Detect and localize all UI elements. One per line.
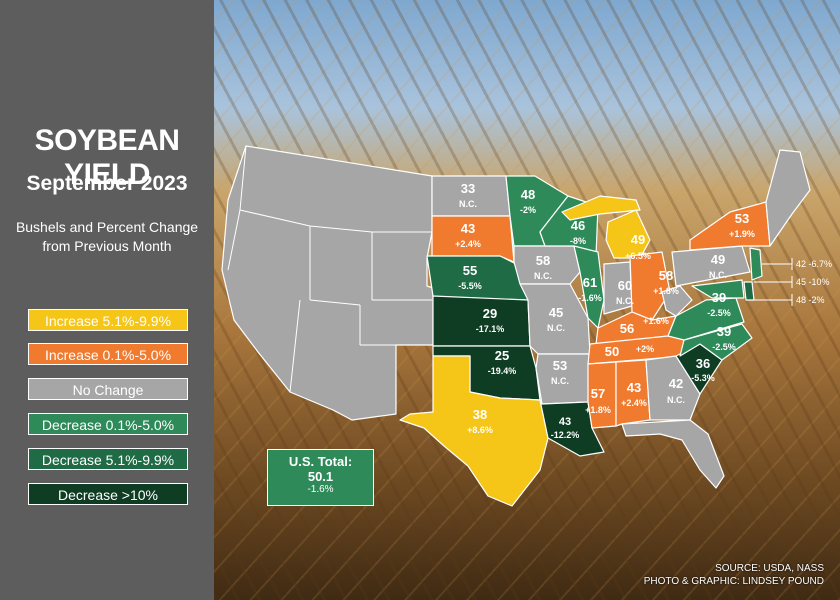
ar-value: 53 xyxy=(553,358,567,373)
legend-increase-low: Increase 0.1%-5.0% xyxy=(28,343,188,365)
credit-line: PHOTO & GRAPHIC: LINDSEY POUND xyxy=(643,576,824,587)
mo-value: 45 xyxy=(549,305,563,320)
va-change: -2.5% xyxy=(707,308,731,318)
ky-value: 56 xyxy=(620,321,634,336)
legend-decrease-low: Decrease 0.1%-5.0% xyxy=(28,413,188,435)
tx-value: 38 xyxy=(473,407,487,422)
description-line-1: Bushels and Percent Change xyxy=(15,219,199,235)
oh-change: +1.8% xyxy=(653,286,679,296)
legend-decrease-high: Decrease >10% xyxy=(28,483,188,505)
nc-change: -2.5% xyxy=(712,342,736,352)
source-credit: SOURCE: USDA, NASS PHOTO & GRAPHIC: LIND… xyxy=(644,562,824,588)
state-de xyxy=(743,281,755,301)
state-wv xyxy=(661,285,693,317)
ok-value: 25 xyxy=(495,348,509,363)
legend-decrease-mid: Decrease 5.1%-9.9% xyxy=(28,448,188,470)
callout-de: 45 -10% xyxy=(796,277,830,287)
ia-change: N.C. xyxy=(534,271,552,281)
sc-change: -5.3% xyxy=(691,373,715,383)
callout-md: 48 -2% xyxy=(796,295,825,305)
la-change: -12.2% xyxy=(551,430,580,440)
state-borders-west xyxy=(227,145,432,393)
callout-nj: 42 -6.7% xyxy=(796,259,832,269)
state-ms xyxy=(587,361,617,429)
nd-change: N.C. xyxy=(459,199,477,209)
sd-value: 43 xyxy=(461,221,475,236)
ar-change: N.C. xyxy=(551,376,569,386)
in-change: N.C. xyxy=(616,296,634,306)
us-total-value: 50.1 xyxy=(307,469,334,484)
state-ga xyxy=(645,355,701,421)
us-total-change: -1.6% xyxy=(307,484,334,495)
mi-value: 49 xyxy=(631,232,645,247)
state-new-england xyxy=(765,149,811,247)
mi-change: +6.5% xyxy=(625,251,651,261)
source-line: SOURCE: USDA, NASS xyxy=(715,563,824,574)
state-md xyxy=(691,279,745,299)
ga-change: N.C. xyxy=(667,395,685,405)
map-title: SOYBEAN YIELD xyxy=(34,124,180,191)
va-value: 39 xyxy=(712,290,726,305)
tn-change: +2% xyxy=(636,344,654,354)
wi-value: 46 xyxy=(571,218,585,233)
state-ks xyxy=(432,295,531,347)
sc-value: 36 xyxy=(696,356,710,371)
state-ny xyxy=(689,201,771,251)
map-description: Bushels and Percent Change from Previous… xyxy=(0,218,214,256)
tx-change: +8.6% xyxy=(467,425,493,435)
state-tx xyxy=(399,355,549,507)
mo-change: N.C. xyxy=(547,323,565,333)
oh-value: 58 xyxy=(659,268,673,283)
pa-change: N.C. xyxy=(709,270,727,280)
pa-value: 49 xyxy=(711,252,725,267)
ne-change: -5.5% xyxy=(458,281,482,291)
nc-value: 39 xyxy=(717,324,731,339)
il-change: -1.6% xyxy=(578,293,602,303)
state-fl xyxy=(621,419,725,489)
il-value: 61 xyxy=(583,275,597,290)
ne-value: 55 xyxy=(463,263,477,278)
state-west-region xyxy=(221,145,434,421)
al-change: +2.4% xyxy=(621,398,647,408)
state-mi-upper xyxy=(561,195,641,221)
tn-value: 50 xyxy=(605,344,619,359)
ks-value: 29 xyxy=(483,306,497,321)
state-va xyxy=(667,297,745,341)
wi-change: -8% xyxy=(570,236,586,246)
state-nc xyxy=(679,323,753,361)
state-oh xyxy=(629,251,671,321)
ny-change: +1.9% xyxy=(729,229,755,239)
ms-change: +1.8% xyxy=(585,405,611,415)
ok-change: -19.4% xyxy=(488,366,517,376)
ga-value: 42 xyxy=(669,376,683,391)
state-nj xyxy=(749,247,763,281)
la-value: 43 xyxy=(559,416,571,428)
us-total-box: U.S. Total: 50.1 -1.6% xyxy=(267,449,374,506)
state-ne xyxy=(426,255,529,301)
ms-value: 57 xyxy=(591,386,605,401)
ny-value: 53 xyxy=(735,211,749,226)
ks-change: -17.1% xyxy=(476,324,505,334)
mn-change: -2% xyxy=(520,205,536,215)
state-al xyxy=(615,359,651,427)
map-subtitle: September 2023 xyxy=(26,172,188,195)
mn-value: 48 xyxy=(521,187,535,202)
ky-change: +1.6% xyxy=(643,316,669,326)
sd-change: +2.4% xyxy=(455,239,481,249)
legend-increase-high: Increase 5.1%-9.9% xyxy=(28,309,188,331)
legend-no-change: No Change xyxy=(28,378,188,400)
al-value: 43 xyxy=(627,380,641,395)
in-value: 60 xyxy=(618,278,632,293)
ia-value: 58 xyxy=(536,253,550,268)
us-total-label: U.S. Total: xyxy=(288,454,353,469)
description-line-2: from Previous Month xyxy=(42,238,172,254)
nd-value: 33 xyxy=(461,181,475,196)
